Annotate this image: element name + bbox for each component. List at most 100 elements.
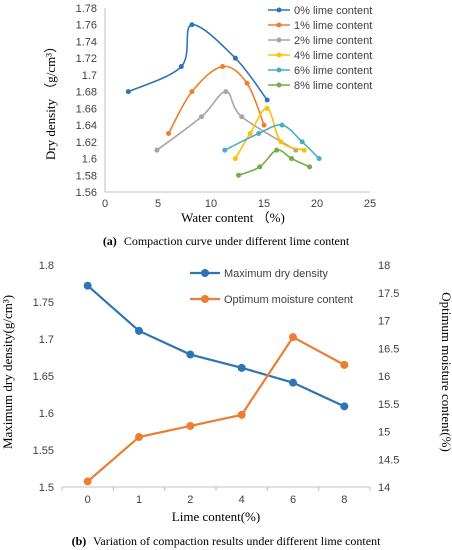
panel-b-y-tick-label: 1.8 <box>39 260 54 272</box>
panel-b-y-tick-label: 1.65 <box>33 371 54 383</box>
panel-b-x-tick-label: 0 <box>85 494 91 506</box>
panel-b-data-point <box>186 350 195 359</box>
panel-b-legend-marker <box>201 269 209 277</box>
panel-a-data-point <box>247 130 253 136</box>
panel-b-data-point <box>186 421 195 430</box>
panel-a-y-tick-label: 1.58 <box>76 170 97 182</box>
panel-b-data-point <box>340 402 349 411</box>
panel-a-legend-label: 4% lime content <box>294 50 372 62</box>
panel-b-y2-tick-label: 17 <box>378 316 390 328</box>
panel-b-y-tick-label: 1.75 <box>33 297 54 309</box>
panel-a-chart: 1.56 1.58 1.6 1.62 1.64 1.66 1.68 1.7 1.72 1.74 1.… <box>43 3 376 248</box>
panel-b-x-tick-label: 1 <box>136 494 142 506</box>
panel-a-data-point <box>316 156 322 162</box>
panel-b-legend-marker <box>201 295 209 303</box>
panel-b-y2-axis-label: Optimum moisture content(%) <box>439 292 452 452</box>
panel-b-series-line-0 <box>86 284 345 408</box>
panel-a-data-point <box>232 55 238 61</box>
panel-a-legend-marker <box>276 52 282 58</box>
panel-b-y2-tick-label: 14 <box>378 482 390 494</box>
panel-a-x-tick-label: 5 <box>155 198 161 210</box>
panel-a-data-point <box>166 130 172 136</box>
panel-a-caption-label: (a) <box>103 234 117 248</box>
panel-a-data-point <box>289 156 295 162</box>
panel-a-legend-label: 2% lime content <box>294 35 372 47</box>
panel-a-legend-label: 0% lime content <box>294 5 372 17</box>
panel-b-y-axis-label: Maximum dry density(g/cm³) <box>0 295 15 449</box>
panel-a-y-tick-label: 1.62 <box>76 137 97 149</box>
panel-a-y-tick-label: 1.68 <box>76 87 97 99</box>
panel-a-caption: (a) Compaction curve under different lim… <box>103 234 350 248</box>
panel-b-y2-tick-label: 16 <box>378 371 390 383</box>
panel-a-caption-text: Compaction curve under different lime co… <box>124 234 350 248</box>
panel-a-data-point <box>264 105 270 111</box>
panel-a-series-line-0 <box>127 23 268 101</box>
panel-a-data-point <box>279 122 285 128</box>
panel-a-y-tick-label: 1.64 <box>76 120 97 132</box>
panel-a-data-point <box>257 164 263 170</box>
panel-a-legend-label: 1% lime content <box>294 20 372 32</box>
panel-b-data-point <box>340 360 349 369</box>
panel-a-data-point <box>198 114 204 120</box>
panel-b-caption: (b) Variation of compaction results unde… <box>72 534 381 548</box>
panel-a-data-point <box>244 80 250 86</box>
panel-b-legend-label: Maximum dry density <box>224 268 328 280</box>
panel-a-data-point <box>278 139 284 145</box>
panel-a-x-tick-label: 25 <box>364 198 376 210</box>
panel-b-caption-label: (b) <box>72 534 87 548</box>
panel-a-data-point <box>189 22 195 28</box>
panel-a-legend-label: 6% lime content <box>294 65 372 77</box>
panel-b-caption-text: Variation of compaction results under di… <box>93 534 381 548</box>
panel-a-y-tick-label: 1.56 <box>76 187 97 199</box>
panel-a-x-axis-label: Water content （%) <box>181 210 285 225</box>
panel-a-legend-marker <box>276 37 282 43</box>
panel-b-data-point <box>289 333 297 342</box>
panel-a-data-point <box>307 164 313 170</box>
panel-a-data-point <box>189 89 195 95</box>
panel-a-y-tick-label: 1.6 <box>82 154 97 166</box>
panel-a-y-tick-label: 1.74 <box>76 36 97 48</box>
panel-a-data-point <box>274 147 280 153</box>
panel-a-data-point <box>299 139 305 145</box>
panel-b-data-point <box>237 410 246 419</box>
panel-a-legend-marker <box>276 7 282 13</box>
panel-b-data-point <box>237 363 246 372</box>
panel-a-x-tick-label: 20 <box>311 198 323 210</box>
panel-a-series-line-2 <box>156 90 297 151</box>
panel-b-data-point <box>135 433 143 442</box>
panel-a-y-tick-label: 1.78 <box>76 3 97 15</box>
panel-a-legend-marker <box>276 22 282 28</box>
panel-a-data-point <box>154 147 160 153</box>
panel-a-data-point <box>261 122 267 128</box>
panel-b-y2-tick-label: 16.5 <box>378 343 399 355</box>
panel-a-legend-marker <box>276 82 282 88</box>
panel-b-y2-tick-label: 15 <box>378 427 390 439</box>
panel-a-y-tick-label: 1.76 <box>76 20 97 32</box>
panel-a-data-point <box>222 147 228 153</box>
panel-a-y-axis-label: Dry density （g/cm³） <box>43 40 58 160</box>
panel-b-x-tick-label: 4 <box>239 494 245 506</box>
panel-b-y2-tick-label: 18 <box>378 260 390 272</box>
panel-b-data-point <box>83 477 92 486</box>
panel-a-x-tick-label: 10 <box>205 198 217 210</box>
panel-b-x-tick-label: 6 <box>290 494 296 506</box>
panel-a-y-tick-label: 1.66 <box>76 103 97 115</box>
panel-b-y2-tick-label: 17.5 <box>378 288 399 300</box>
panel-a-data-point <box>239 114 245 120</box>
panel-b-data-point <box>289 378 297 387</box>
panel-a-legend-label: 8% lime content <box>294 80 372 92</box>
panel-a-legend-marker <box>276 67 282 73</box>
panel-a-series-line-5 <box>238 149 310 177</box>
panel-a-data-point <box>232 156 238 162</box>
panel-a-data-point <box>236 172 242 178</box>
panel-b-y-tick-label: 1.55 <box>33 445 54 457</box>
panel-b-x-tick-label: 2 <box>187 494 193 506</box>
panel-b-x-axis-label: Lime content(%) <box>172 509 260 524</box>
panel-a-data-point <box>301 147 307 153</box>
panel-b-y-tick-label: 1.7 <box>39 334 54 346</box>
panel-a-data-point <box>264 97 270 103</box>
panel-b-y-tick-label: 1.5 <box>39 482 54 494</box>
panel-a-y-tick-label: 1.72 <box>76 53 97 65</box>
panel-a-x-tick-label: 0 <box>102 198 108 210</box>
